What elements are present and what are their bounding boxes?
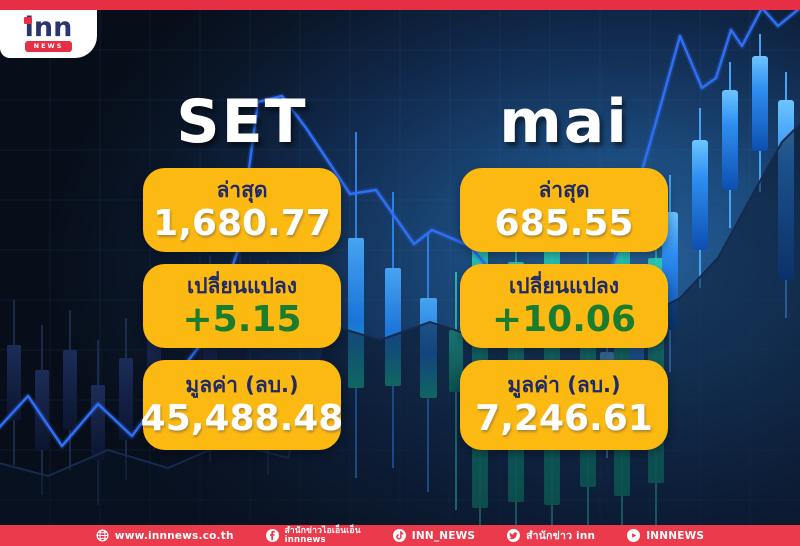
mai-title: mai — [499, 87, 629, 157]
mai-last-value: 685.55 — [494, 202, 634, 244]
mai-value-card: มูลค่า (ลบ.) 7,246.61 — [460, 360, 668, 450]
mai-index-column: mai ล่าสุด 685.55 เปลี่ยนแปลง +10.06 มูล… — [460, 88, 668, 462]
set-last-label: ล่าสุด — [216, 177, 268, 202]
mai-change-card: เปลี่ยนแปลง +10.06 — [460, 264, 668, 348]
logo-wordmark: inn — [23, 14, 72, 41]
footer-social-bar: www.innnews.co.th สำนักข่าวไอเอ็นเอ็น in… — [0, 525, 800, 546]
set-value-card: มูลค่า (ลบ.) 45,488.48 — [140, 360, 344, 450]
footer-youtube: INNNEWS — [627, 529, 704, 542]
set-title: SET — [176, 87, 308, 157]
set-last-value: 1,680.77 — [153, 202, 331, 244]
footer-facebook-label: สำนักข่าวไอเอ็นเอ็น — [284, 526, 361, 536]
mai-value-value: 7,246.61 — [475, 397, 653, 439]
set-change-label: เปลี่ยนแปลง — [186, 273, 298, 298]
youtube-icon — [627, 529, 641, 542]
tiktok-icon — [392, 529, 406, 542]
set-change-value: +5.15 — [182, 298, 302, 340]
set-index-column: SET ล่าสุด 1,680.77 เปลี่ยนแปลง +5.15 มู… — [140, 87, 344, 462]
mai-change-value: +10.06 — [491, 298, 637, 340]
inn-news-logo: inn NEWS — [0, 10, 97, 58]
footer-twitter: สำนักข่าว inn — [507, 527, 595, 544]
facebook-icon — [265, 529, 279, 542]
globe-icon — [96, 529, 109, 542]
mai-change-label: เปลี่ยนแปลง — [508, 273, 620, 298]
footer-website: www.innnews.co.th — [96, 529, 234, 542]
set-change-card: เปลี่ยนแปลง +5.15 — [143, 264, 341, 348]
mai-value-label: มูลค่า (ลบ.) — [507, 372, 621, 397]
footer-facebook-label2: innnews — [284, 534, 326, 545]
set-value-label: มูลค่า (ลบ.) — [185, 372, 299, 397]
twitter-icon — [507, 529, 521, 542]
footer-facebook: สำนักข่าวไอเอ็นเอ็น innnews — [265, 527, 361, 544]
logo-red-dot-icon — [23, 17, 32, 24]
set-value-value: 45,488.48 — [140, 397, 344, 439]
top-accent-bar — [0, 0, 800, 10]
set-last-card: ล่าสุด 1,680.77 — [143, 168, 341, 252]
mai-last-label: ล่าสุด — [538, 177, 590, 202]
footer-website-label: www.innnews.co.th — [114, 529, 234, 542]
footer-twitter-label: สำนักข่าว inn — [526, 530, 596, 542]
logo-text: inn — [24, 12, 73, 43]
footer-tiktok: INN_NEWS — [392, 529, 476, 542]
logo-news-badge: NEWS — [24, 41, 73, 52]
footer-tiktok-label: INN_NEWS — [411, 529, 476, 542]
footer-facebook-labels: สำนักข่าวไอเอ็นเอ็น innnews — [285, 527, 361, 544]
mai-last-card: ล่าสุด 685.55 — [460, 168, 668, 252]
footer-youtube-label: INNNEWS — [646, 529, 705, 542]
